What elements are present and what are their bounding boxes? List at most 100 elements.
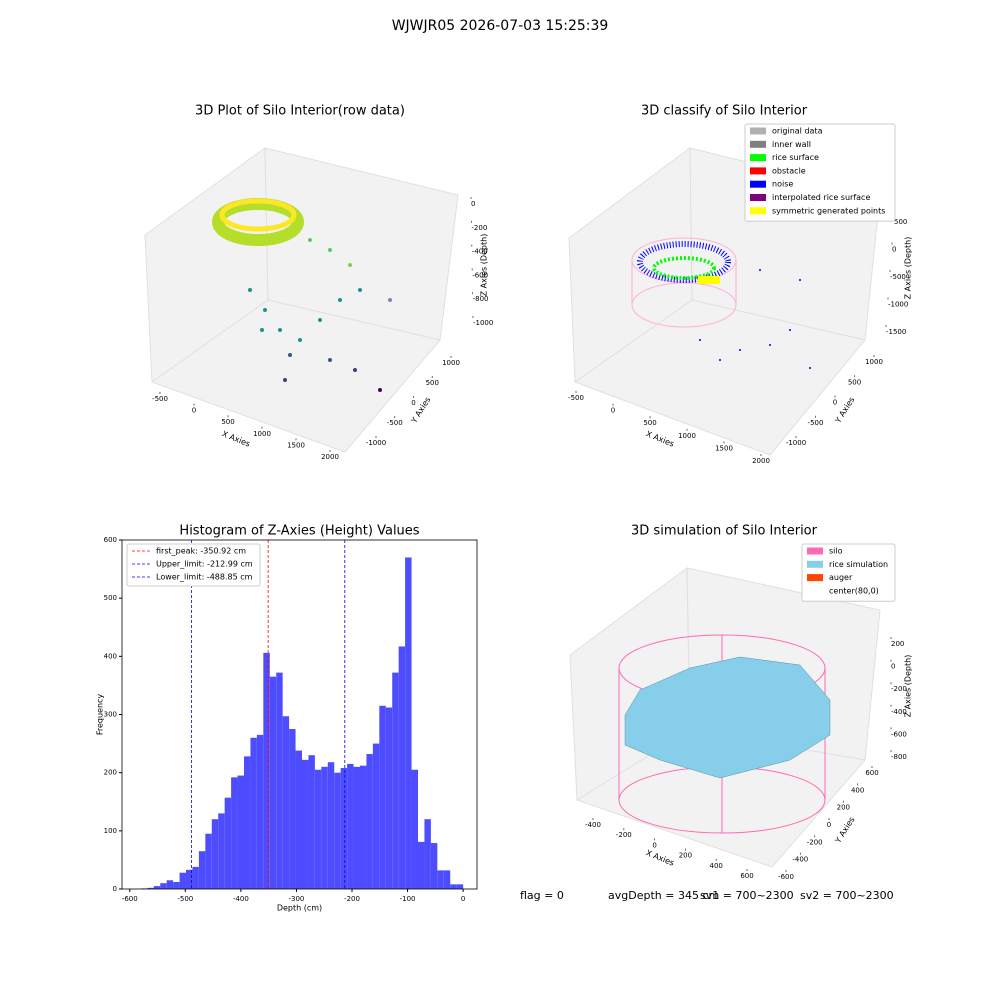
z-axis-label: Z Axies (Depth)	[480, 234, 489, 297]
chart-title: 3D classify of Silo Interior	[641, 104, 808, 119]
y-axis-label: Frequency	[96, 694, 105, 736]
bar	[179, 872, 186, 889]
z-tick-label: -1000	[473, 319, 493, 327]
x-tick-label: 0	[192, 407, 196, 415]
bar	[398, 646, 406, 889]
figure-title: WJWJR05 2026-07-03 15:25:39	[392, 18, 609, 34]
x-tick-label: 0	[461, 895, 465, 903]
bar	[456, 884, 464, 889]
z-tick-label: -500	[890, 273, 906, 281]
y-tick-label: 400	[104, 652, 117, 660]
legend-label: original data	[772, 127, 823, 136]
z-tick-label: -200	[471, 224, 487, 232]
panes-1	[144, 147, 459, 453]
bar	[263, 652, 270, 889]
bar	[353, 766, 360, 889]
bar	[250, 737, 257, 889]
bar	[450, 884, 457, 889]
bar	[295, 750, 302, 889]
bar	[437, 870, 444, 889]
legend-label: Lower_limit: -488.85 cm	[156, 573, 253, 582]
legend-label: Upper_limit: -212.99 cm	[156, 560, 253, 569]
x-tick-label: 1500	[715, 444, 733, 452]
chart-title: 3D simulation of Silo Interior	[631, 524, 818, 539]
z-tick-label: 0	[891, 663, 895, 671]
legend-swatch	[750, 167, 766, 175]
legend-label: silo	[829, 547, 843, 556]
bar	[327, 762, 335, 889]
bar	[372, 743, 380, 889]
x-axis-label: X Axies	[645, 429, 676, 448]
z-tick-label: -600	[891, 730, 907, 738]
y-tick-label: -600	[778, 873, 794, 881]
bar	[256, 734, 264, 889]
legend-swatch	[807, 560, 823, 568]
x-tick-label: 1000	[253, 430, 271, 438]
x-tick-label: 500	[221, 418, 234, 426]
z-tick-label: 500	[894, 218, 907, 226]
bar	[289, 729, 296, 889]
bar	[186, 869, 193, 889]
x-tick-label: 1000	[678, 432, 696, 440]
x-axis-label: X Axies	[221, 429, 252, 448]
z-tick-label: -600	[472, 271, 488, 279]
x-tick-label: 2000	[321, 453, 339, 461]
bar	[224, 797, 232, 889]
bar	[198, 851, 206, 889]
z-tick-label: -1500	[886, 328, 906, 336]
bar	[392, 672, 399, 889]
footer-text: flag = 0	[520, 889, 564, 902]
legend-label: inner wall	[772, 140, 811, 149]
bar	[405, 557, 412, 889]
panes-4	[569, 567, 881, 868]
x-tick-label: 200	[679, 852, 692, 860]
z-tick-label: -800	[891, 753, 907, 761]
x-tick-label: -200	[616, 831, 632, 839]
legend-label: rice simulation	[829, 560, 888, 569]
y-tick-label: -200	[807, 838, 823, 846]
x-tick-label: 0	[652, 841, 656, 849]
z-axis-label: Z Axies (Depth)	[904, 655, 913, 718]
footer-text: sv1 = 700~2300	[700, 889, 794, 902]
bar	[160, 883, 167, 889]
y-tick-label: 500	[848, 378, 861, 386]
x-tick-label: -300	[288, 895, 304, 903]
y-tick-label: -1000	[366, 439, 386, 447]
legend-swatch	[750, 154, 766, 162]
bar	[340, 768, 348, 889]
x-axis-label: X Axies	[645, 848, 676, 867]
bar	[430, 843, 438, 889]
bar	[173, 882, 180, 889]
bar	[308, 755, 315, 889]
y-tick-label: 1000	[442, 359, 460, 367]
bar	[347, 763, 354, 889]
x-tick-label: 0	[611, 407, 615, 415]
y-tick-label: 300	[104, 711, 117, 719]
chart-title: Histogram of Z-Axies (Height) Values	[179, 524, 419, 539]
x-tick-label: -400	[233, 895, 249, 903]
z-axis-label: Z Axies (Depth)	[904, 237, 913, 300]
bar	[205, 833, 212, 889]
legend-box	[126, 543, 261, 587]
x-axis-label: Depth (cm)	[277, 904, 322, 913]
legend-label: obstacle	[772, 166, 806, 175]
bar	[321, 766, 328, 889]
z-tick-label: 200	[891, 640, 904, 648]
y-axis-label: Y Axies	[833, 815, 857, 845]
y-tick-label: 200	[837, 804, 850, 812]
x-tick-label: -500	[177, 895, 193, 903]
y-tick-label: -1000	[786, 439, 806, 447]
z-tick-label: -400	[472, 248, 488, 256]
x-tick-label: 600	[740, 872, 753, 880]
legend-box	[801, 543, 896, 602]
z-tick-label: -1000	[888, 301, 908, 309]
bar	[385, 707, 393, 889]
bar	[282, 716, 290, 889]
bar	[231, 777, 238, 889]
bar	[443, 870, 451, 889]
y-tick-label: 600	[865, 769, 878, 777]
y-tick-label: 0	[827, 821, 831, 829]
x-tick-label: 1500	[287, 441, 305, 449]
x-tick-label: -400	[585, 821, 601, 829]
footer-text: sv2 = 700~2300	[800, 889, 894, 902]
